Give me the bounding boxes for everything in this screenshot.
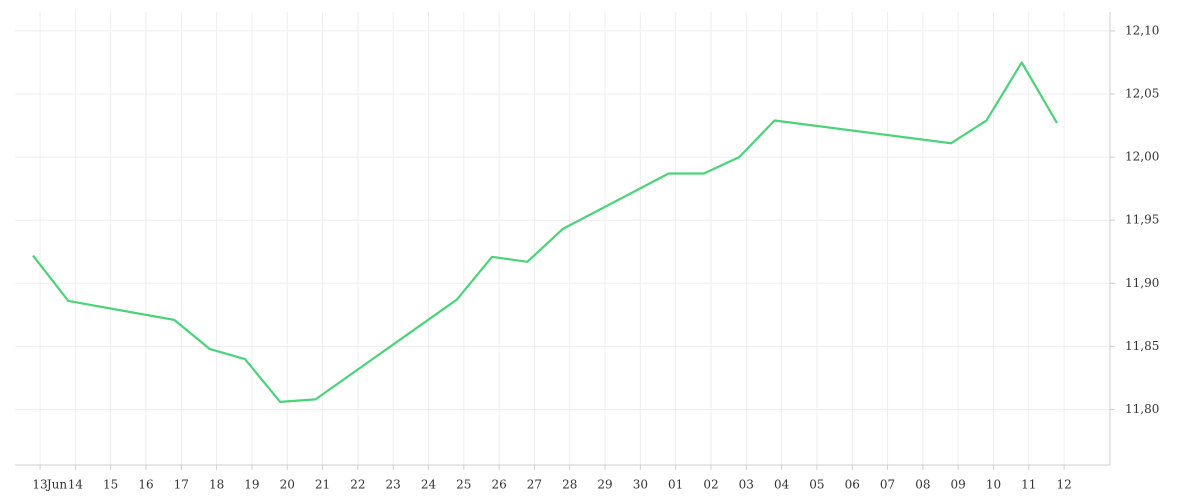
x-tick-label: 22 [350,478,365,492]
x-tick-label: 11 [1021,478,1036,492]
x-tick-label: 08 [915,478,930,492]
x-tick-label: 23 [386,478,401,492]
x-tick-label: 29 [597,478,612,492]
x-tick-label: 19 [244,478,259,492]
y-tick-label: 11,80 [1125,402,1159,416]
y-tick-label: 12,05 [1125,87,1159,101]
x-tick-label: 18 [209,478,224,492]
x-tick-label: 02 [703,478,718,492]
x-tick-label: 16 [138,478,153,492]
x-tick-label: 01 [668,478,683,492]
x-tick-label: 14 [68,478,84,492]
x-tick-label: 26 [491,478,506,492]
x-tick-label: 12 [1056,478,1071,492]
x-tick-label: 05 [809,478,824,492]
y-tick-label: 11,95 [1125,213,1159,227]
x-tick-label: 20 [280,478,295,492]
x-tick-label: 24 [421,478,437,492]
x-tick-label: 07 [880,478,895,492]
x-tick-label: 09 [951,478,966,492]
x-tick-label: 04 [774,478,790,492]
x-tick-label: 21 [315,478,330,492]
x-tick-label: 03 [739,478,754,492]
line-series [32,61,1058,404]
x-tick-label: 10 [986,478,1001,492]
x-tick-label: 30 [633,478,648,492]
x-tick-label: 06 [845,478,860,492]
x-tick-label: 13 [32,478,47,492]
y-tick-label: 12,10 [1125,23,1159,37]
x-tick-label: 28 [562,478,577,492]
x-tick-label: 17 [174,478,189,492]
y-tick-label: 11,85 [1125,339,1159,353]
x-tick-label: 27 [527,478,542,492]
x-tick-label: 25 [456,478,471,492]
y-tick-label: 12,00 [1125,150,1159,164]
y-tick-label: 11,90 [1125,276,1159,290]
month-label: Jun [45,478,68,492]
x-tick-label: 15 [103,478,118,492]
